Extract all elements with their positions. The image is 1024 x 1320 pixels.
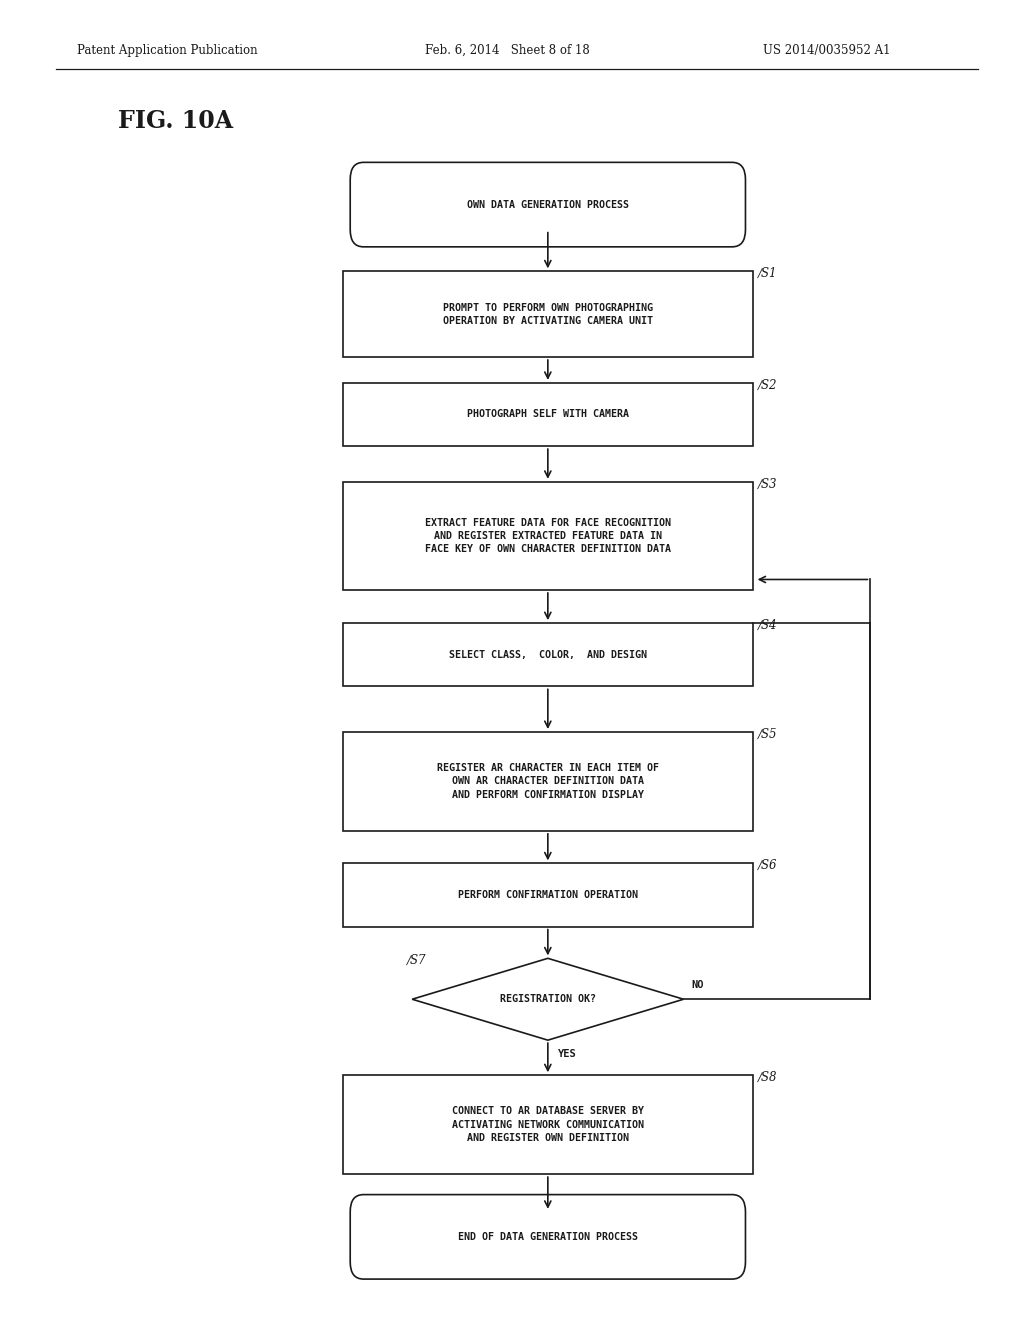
- Text: ∕S4: ∕S4: [758, 619, 777, 632]
- Text: END OF DATA GENERATION PROCESS: END OF DATA GENERATION PROCESS: [458, 1232, 638, 1242]
- Text: ∕S2: ∕S2: [758, 379, 777, 392]
- Text: OWN DATA GENERATION PROCESS: OWN DATA GENERATION PROCESS: [467, 199, 629, 210]
- Text: ∕S3: ∕S3: [758, 478, 777, 491]
- Text: CONNECT TO AR DATABASE SERVER BY
ACTIVATING NETWORK COMMUNICATION
AND REGISTER O: CONNECT TO AR DATABASE SERVER BY ACTIVAT…: [452, 1106, 644, 1143]
- Bar: [343, 623, 753, 686]
- Bar: [343, 731, 753, 832]
- FancyBboxPatch shape: [350, 162, 745, 247]
- Bar: [343, 272, 753, 356]
- Bar: [343, 863, 753, 927]
- Text: ∕S7: ∕S7: [408, 954, 427, 968]
- Text: PROMPT TO PERFORM OWN PHOTOGRAPHING
OPERATION BY ACTIVATING CAMERA UNIT: PROMPT TO PERFORM OWN PHOTOGRAPHING OPER…: [442, 302, 653, 326]
- Text: FIG. 10A: FIG. 10A: [118, 110, 232, 133]
- Text: PERFORM CONFIRMATION OPERATION: PERFORM CONFIRMATION OPERATION: [458, 890, 638, 900]
- Bar: [343, 383, 753, 446]
- Bar: [343, 1074, 753, 1175]
- Text: ∕S8: ∕S8: [758, 1072, 777, 1084]
- Text: Feb. 6, 2014   Sheet 8 of 18: Feb. 6, 2014 Sheet 8 of 18: [425, 44, 590, 57]
- Text: ∕S6: ∕S6: [758, 859, 777, 873]
- Text: YES: YES: [558, 1049, 577, 1060]
- Text: REGISTER AR CHARACTER IN EACH ITEM OF
OWN AR CHARACTER DEFINITION DATA
AND PERFO: REGISTER AR CHARACTER IN EACH ITEM OF OW…: [437, 763, 658, 800]
- Text: REGISTRATION OK?: REGISTRATION OK?: [500, 994, 596, 1005]
- Text: US 2014/0035952 A1: US 2014/0035952 A1: [763, 44, 891, 57]
- FancyBboxPatch shape: [350, 1195, 745, 1279]
- Text: EXTRACT FEATURE DATA FOR FACE RECOGNITION
AND REGISTER EXTRACTED FEATURE DATA IN: EXTRACT FEATURE DATA FOR FACE RECOGNITIO…: [425, 517, 671, 554]
- Text: ∕S1: ∕S1: [758, 267, 777, 280]
- Text: PHOTOGRAPH SELF WITH CAMERA: PHOTOGRAPH SELF WITH CAMERA: [467, 409, 629, 420]
- Bar: [343, 482, 753, 590]
- Text: ∕S5: ∕S5: [758, 729, 777, 741]
- Polygon shape: [412, 958, 684, 1040]
- Text: Patent Application Publication: Patent Application Publication: [77, 44, 257, 57]
- Text: NO: NO: [692, 979, 705, 990]
- Text: SELECT CLASS,  COLOR,  AND DESIGN: SELECT CLASS, COLOR, AND DESIGN: [449, 649, 647, 660]
